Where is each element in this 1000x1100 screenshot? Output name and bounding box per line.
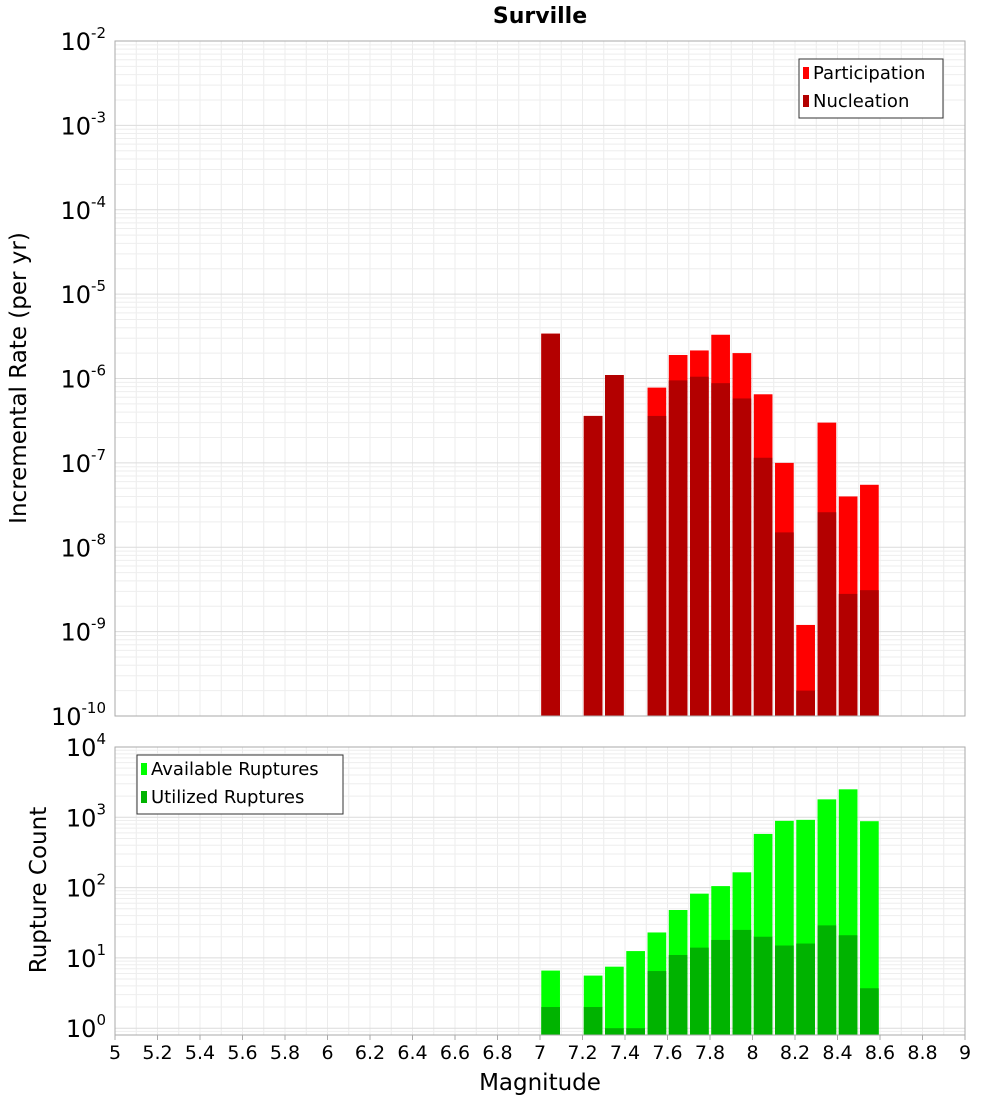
bar [690,947,709,1035]
y-tick-label: 101 [66,941,106,973]
x-axis-title: Magnitude [479,1070,601,1096]
chart-title: Surville [493,4,587,29]
bar [711,939,730,1035]
incremental-rate-panel: 10-10 10-9 10-8 10-7 10-6 10-5 10-4 10-3 10-2 Par… [51,24,966,731]
bottom-y-axis-title: Rupture Count [26,807,52,973]
bar [605,375,624,716]
x-tick-labels: 5 5.2 5.4 5.6 5.8 6 6.2 6.4 6.6 6.8 7 7.2 7.4 7.6 7.8 8… [109,1035,971,1064]
rupture-count-panel: 100 101 102 103 104 Available Ruptures Utilize… [66,730,971,1064]
bar [605,1028,624,1035]
x-tick-label: 7.4 [610,1042,640,1064]
bar [583,415,603,716]
bar [690,376,709,716]
y-tick-label: 10-9 [60,615,106,647]
y-tick-label: 10-7 [60,446,106,478]
legend-label: Available Ruptures [151,759,319,780]
x-tick-label: 7.6 [652,1042,682,1064]
legend-swatch [141,763,147,775]
bar [668,380,688,716]
bar [732,929,752,1035]
bar [817,925,837,1035]
y-tick-label: 10-3 [60,108,106,140]
bar [775,532,794,716]
x-tick-label: 7.8 [695,1042,725,1064]
x-tick-label: 5.6 [227,1042,257,1064]
bar [583,1007,603,1035]
plot-frame [114,40,966,717]
y-tick-label: 10-6 [60,362,106,394]
legend: Participation Nucleation [798,58,944,119]
bar [817,512,837,716]
y-tick-label: 10-4 [60,193,106,225]
bar [647,415,667,716]
x-tick-label: 8 [746,1042,758,1064]
bar [860,590,879,716]
bar [626,1028,645,1035]
grid-lines [114,41,966,717]
legend-swatch [803,67,809,79]
legend-swatch [803,95,809,107]
legend-label: Participation [813,63,925,84]
x-tick-label: 5.2 [142,1042,172,1064]
x-tick-label: 9 [959,1042,971,1064]
x-tick-label: 5 [109,1042,121,1064]
legend-label: Nucleation [813,91,909,112]
bar [796,690,815,716]
y-tick-label: 10-5 [60,277,106,309]
series-1 [541,333,879,716]
x-tick-label: 6.6 [440,1042,470,1064]
bar [541,333,560,716]
x-tick-label: 6 [321,1042,333,1064]
bar [753,457,773,716]
bar [860,988,879,1035]
y-tick-label: 103 [66,800,106,832]
x-tick-label: 8.6 [865,1042,895,1064]
legend-label: Utilized Ruptures [151,787,304,808]
bar [647,971,667,1035]
legend: Available Ruptures Utilized Ruptures [136,754,344,815]
x-tick-label: 7.2 [567,1042,597,1064]
x-tick-label: 7 [534,1042,546,1064]
bar [732,398,752,716]
bar [605,966,624,1035]
x-tick-label: 5.4 [185,1042,215,1064]
top-y-axis-title: Incremental Rate (per yr) [6,232,32,524]
legend-box [136,754,344,815]
x-tick-label: 5.8 [270,1042,300,1064]
x-tick-label: 8.4 [822,1042,852,1064]
bar [541,1007,560,1035]
bar [838,593,858,716]
bar [860,821,879,1035]
x-tick-label: 6.2 [355,1042,385,1064]
x-tick-label: 6.8 [482,1042,512,1064]
series-1 [541,925,879,1035]
y-tick-label: 100 [66,1011,106,1043]
bar [838,935,858,1035]
legend-box [798,58,944,119]
bar [753,936,773,1035]
legend-swatch [141,791,147,803]
y-tick-label: 10-2 [60,24,106,56]
y-tick-label: 102 [66,871,106,903]
bar [626,951,645,1035]
bar [668,954,688,1035]
bar [796,943,815,1035]
y-tick-label: 10-10 [51,699,106,731]
bar [775,945,794,1035]
y-tick-label: 10-8 [60,530,106,562]
bar [711,383,730,716]
x-tick-label: 8.2 [780,1042,810,1064]
x-tick-label: 8.8 [907,1042,937,1064]
x-tick-label: 6.4 [397,1042,427,1064]
y-tick-label: 104 [66,730,106,762]
